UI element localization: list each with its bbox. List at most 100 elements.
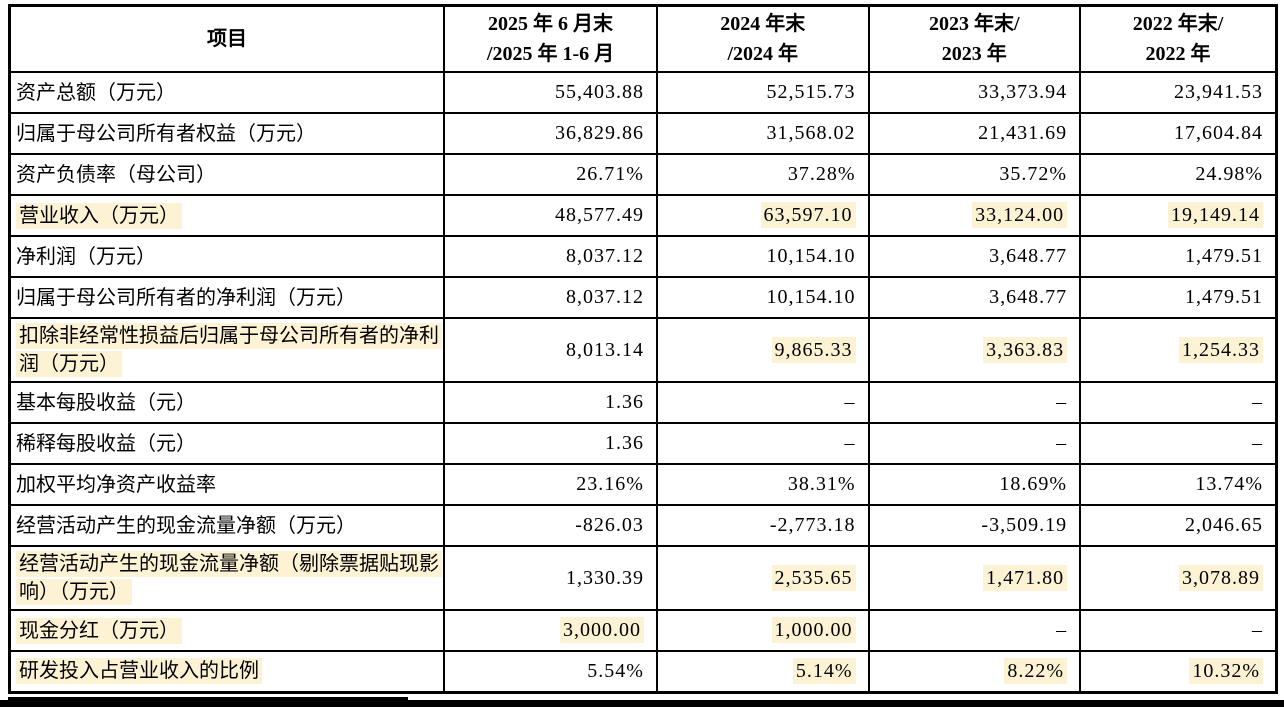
row-label-text: 经营活动产生的现金流量净额（万元） xyxy=(16,514,356,537)
table-row: 现金分红（万元） 3,000.00 1,000.00 – – xyxy=(8,609,1278,652)
row-label-text: 归属于母公司所有者权益（万元） xyxy=(16,122,316,145)
row-label: 资产负债率（母公司） xyxy=(8,153,446,196)
table-row: 经营活动产生的现金流量净额（万元） -826.03 -2,773.18 -3,509.… xyxy=(8,504,1278,547)
row-value: 24.98% xyxy=(1079,153,1278,196)
row-value: 33,373.94 xyxy=(867,71,1082,114)
column-header-item: 项目 xyxy=(8,4,446,73)
row-label-text: 净利润（万元） xyxy=(16,245,156,268)
row-value: 31,568.02 xyxy=(655,112,870,155)
row-value: 52,515.73 xyxy=(655,71,870,114)
row-value-text: -2,773.18 xyxy=(769,514,856,536)
row-value: 2,046.65 xyxy=(1079,504,1278,547)
row-value: 5.14% xyxy=(655,650,870,693)
header-row: 项目 2025 年 6 月末 /2025 年 1-6 月 2024 年末 /20… xyxy=(8,4,1278,73)
row-value-text: 5.14% xyxy=(792,657,856,684)
row-value-text: -3,509.19 xyxy=(981,514,1068,536)
row-value-text: 63,597.10 xyxy=(760,202,856,228)
row-value-text: 9,865.33 xyxy=(771,336,856,363)
row-value-text: 1,479.51 xyxy=(1185,286,1263,308)
row-value: – xyxy=(1079,381,1278,424)
row-label: 经营活动产生的现金流量净额（剔除票据贴现影响）（万元） xyxy=(8,545,446,611)
row-label: 经营活动产生的现金流量净额（万元） xyxy=(8,504,446,547)
row-value: 8,037.12 xyxy=(443,235,658,278)
row-value: 1,254.33 xyxy=(1079,317,1278,383)
table-row: 资产总额（万元） 55,403.88 52,515.73 33,373.94 23,94… xyxy=(8,71,1278,114)
row-value-text: – xyxy=(1252,391,1263,413)
row-value-text: 1.36 xyxy=(604,391,644,413)
row-value: 8,037.12 xyxy=(443,276,658,319)
row-value: 3,000.00 xyxy=(443,609,658,652)
table-row: 稀释每股收益（元） 1.36 – – – xyxy=(8,422,1278,465)
row-value-text: 35.72% xyxy=(999,163,1068,185)
row-value-text: – xyxy=(844,391,856,413)
row-value: 10.32% xyxy=(1079,650,1278,693)
row-value-text: 37.28% xyxy=(787,163,856,185)
row-value-text: 2,535.65 xyxy=(771,564,856,591)
row-value: 3,648.77 xyxy=(867,235,1082,278)
table-row: 归属于母公司所有者的净利润（万元） 8,037.12 10,154.10 3,648.… xyxy=(8,276,1278,319)
row-value: – xyxy=(655,422,870,465)
row-value-text: 3,363.83 xyxy=(983,336,1068,363)
row-value-text: 3,648.77 xyxy=(989,245,1068,267)
table-row: 扣除非经常性损益后归属于母公司所有者的净利润（万元） 8,013.14 9,865.… xyxy=(8,317,1278,383)
table-row: 研发投入占营业收入的比例 5.54% 5.14% 8.22% 10.32% xyxy=(8,650,1278,693)
row-label-text: 归属于母公司所有者的净利润（万元） xyxy=(16,286,356,309)
row-label: 归属于母公司所有者的净利润（万元） xyxy=(8,276,446,319)
table-row: 经营活动产生的现金流量净额（剔除票据贴现影响）（万元） 1,330.39 2,535… xyxy=(8,545,1278,611)
table-header: 项目 2025 年 6 月末 /2025 年 1-6 月 2024 年末 /20… xyxy=(8,4,1278,73)
row-label-text: 稀释每股收益（元） xyxy=(16,432,196,455)
row-value-text: 2,046.65 xyxy=(1185,514,1263,536)
row-value: 1.36 xyxy=(443,422,658,465)
row-value-text: 23,941.53 xyxy=(1174,81,1263,103)
row-value-text: 23.16% xyxy=(576,473,644,495)
row-value-text: 13.74% xyxy=(1195,473,1263,495)
row-value-text: – xyxy=(1056,619,1068,641)
row-label: 基本每股收益（元） xyxy=(8,381,446,424)
row-label-text: 扣除非经常性损益后归属于母公司所有者的净利润（万元） xyxy=(16,323,442,377)
column-header-2023: 2023 年末/ 2023 年 xyxy=(867,4,1082,73)
row-value-text: 3,648.77 xyxy=(989,286,1068,308)
row-value: 3,078.89 xyxy=(1079,545,1278,611)
row-value: 8,013.14 xyxy=(443,317,658,383)
row-value-text: 10,154.10 xyxy=(766,245,856,267)
row-value-text: 38.31% xyxy=(787,473,856,495)
row-value: – xyxy=(1079,609,1278,652)
row-value: 23,941.53 xyxy=(1079,71,1278,114)
financial-indicators-table: 项目 2025 年 6 月末 /2025 年 1-6 月 2024 年末 /20… xyxy=(8,4,1278,694)
row-value-text: 8,037.12 xyxy=(565,286,644,308)
bottom-rule xyxy=(0,700,1284,707)
row-value-text: – xyxy=(844,432,856,454)
row-value-text: 48,577.49 xyxy=(554,204,644,226)
row-value: 38.31% xyxy=(655,463,870,506)
row-label-text: 现金分红（万元） xyxy=(16,617,182,644)
row-value-text: 19,149.14 xyxy=(1168,202,1263,228)
row-value: 48,577.49 xyxy=(443,194,658,237)
row-label: 扣除非经常性损益后归属于母公司所有者的净利润（万元） xyxy=(8,317,446,383)
row-value: 3,363.83 xyxy=(867,317,1082,383)
row-value: 36,829.86 xyxy=(443,112,658,155)
row-value-text: 1,471.80 xyxy=(983,564,1068,591)
row-value-text: 21,431.69 xyxy=(978,122,1068,144)
row-value: 17,604.84 xyxy=(1079,112,1278,155)
row-value: 9,865.33 xyxy=(655,317,870,383)
row-value-text: 1.36 xyxy=(604,432,644,454)
row-value-text: 31,568.02 xyxy=(766,122,856,144)
row-value: 21,431.69 xyxy=(867,112,1082,155)
row-value-text: – xyxy=(1252,619,1263,641)
row-label-text: 资产负债率（母公司） xyxy=(16,163,216,186)
row-value: 1,000.00 xyxy=(655,609,870,652)
row-value: 33,124.00 xyxy=(867,194,1082,237)
row-value: 3,648.77 xyxy=(867,276,1082,319)
row-value: -826.03 xyxy=(443,504,658,547)
row-value: – xyxy=(1079,422,1278,465)
table-row: 净利润（万元） 8,037.12 10,154.10 3,648.77 1,479.51 xyxy=(8,235,1278,278)
row-value-text: – xyxy=(1252,432,1263,454)
column-header-2022: 2022 年末/ 2022 年 xyxy=(1079,4,1278,73)
row-value: 5.54% xyxy=(443,650,658,693)
row-value: 19,149.14 xyxy=(1079,194,1278,237)
row-value-text: 8.22% xyxy=(1004,657,1068,684)
table-body: 资产总额（万元） 55,403.88 52,515.73 33,373.94 23,94… xyxy=(8,71,1278,693)
row-label-text: 营业收入（万元） xyxy=(16,202,182,229)
row-value: – xyxy=(867,422,1082,465)
table-row: 基本每股收益（元） 1.36 – – – xyxy=(8,381,1278,424)
